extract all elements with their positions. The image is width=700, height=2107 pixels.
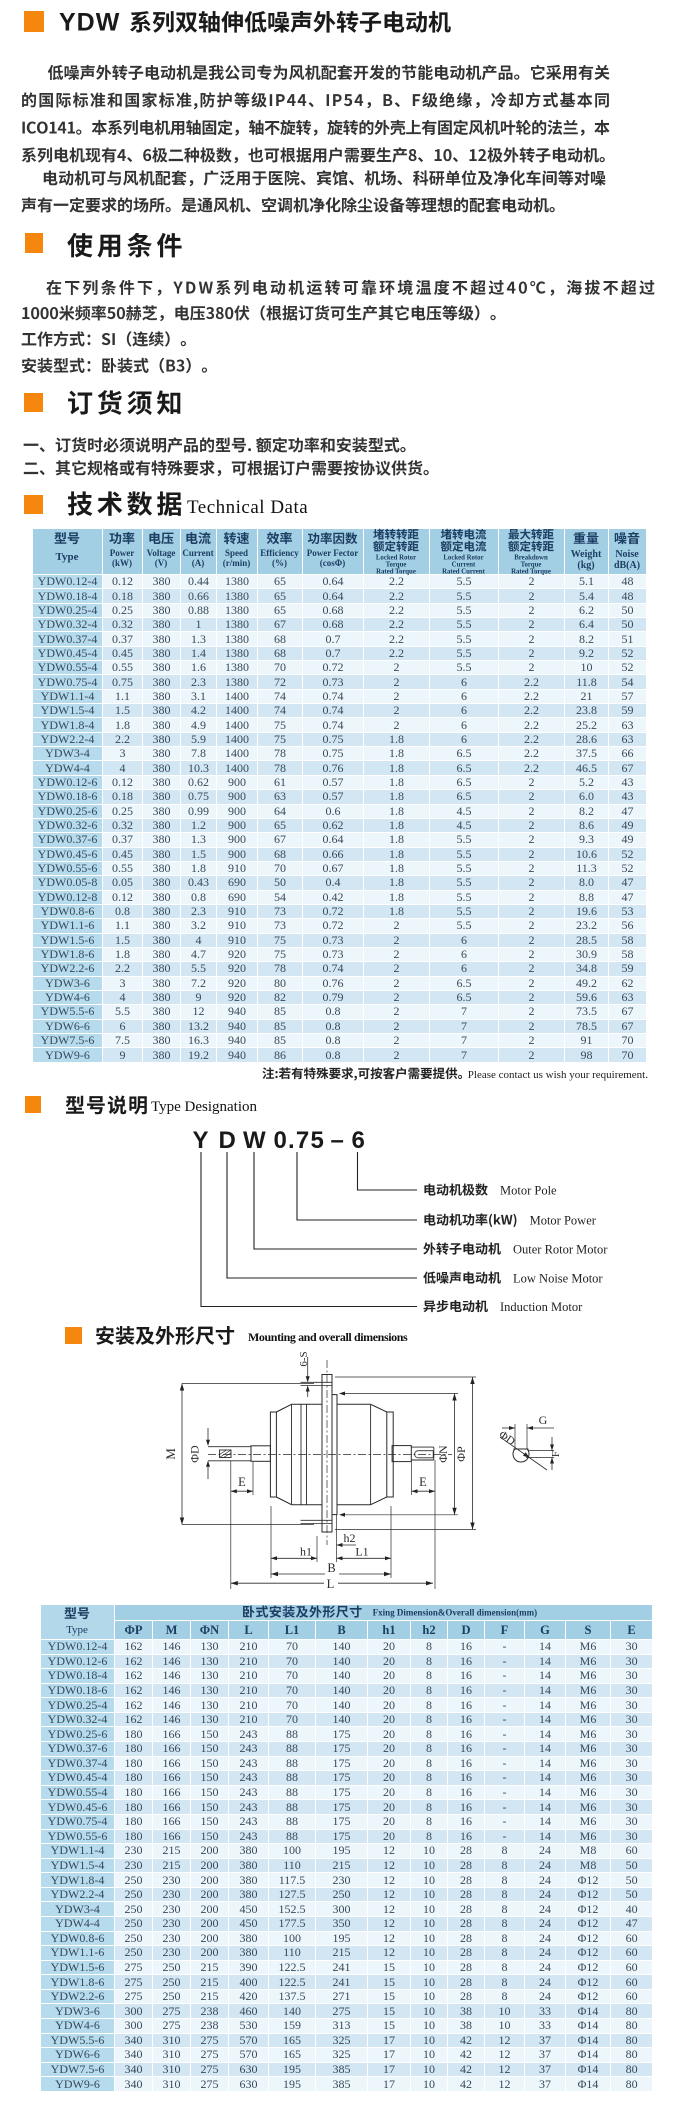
svg-text:B: B [327, 1561, 335, 1575]
svg-text:L: L [327, 1577, 335, 1591]
svg-text:YDW: YDW [59, 9, 120, 37]
svg-text:h1: h1 [300, 1545, 312, 1559]
svg-text:M: M [163, 1448, 178, 1460]
svg-text:F: F [550, 1451, 562, 1457]
svg-text:Motor Pole: Motor Pole [500, 1184, 557, 1198]
svg-text:ΦD: ΦD [496, 1429, 517, 1448]
svg-text:Induction Motor: Induction Motor [500, 1300, 583, 1314]
svg-text:Low Noise Motor: Low Noise Motor [513, 1272, 603, 1286]
svg-text:6-S: 6-S [298, 1351, 310, 1366]
svg-text:E: E [238, 1475, 246, 1489]
svg-text:Motor Power: Motor Power [530, 1214, 597, 1228]
svg-text:–: – [331, 1127, 344, 1154]
svg-text:Please contact us wish your re: Please contact us wish your requirement. [468, 1069, 648, 1081]
svg-text:ΦN: ΦN [436, 1445, 450, 1463]
svg-text:6: 6 [352, 1127, 365, 1154]
svg-text:W: W [243, 1127, 266, 1154]
svg-text:0.75: 0.75 [274, 1127, 326, 1154]
svg-text:G: G [539, 1413, 548, 1427]
svg-text:E: E [419, 1475, 427, 1489]
svg-text:Technical Data: Technical Data [187, 497, 308, 518]
svg-text:Type Designation: Type Designation [151, 1099, 258, 1115]
svg-text:Y: Y [193, 1127, 209, 1154]
svg-text:ΦP: ΦP [454, 1446, 468, 1462]
svg-text:Mounting and overall dimension: Mounting and overall dimensions [248, 1330, 408, 1344]
svg-text:L1: L1 [355, 1545, 368, 1559]
svg-text:Outer Rotor Motor: Outer Rotor Motor [513, 1243, 608, 1257]
svg-text:D: D [219, 1127, 236, 1154]
svg-text:ΦD: ΦD [188, 1445, 202, 1463]
svg-text:h2: h2 [344, 1531, 356, 1545]
